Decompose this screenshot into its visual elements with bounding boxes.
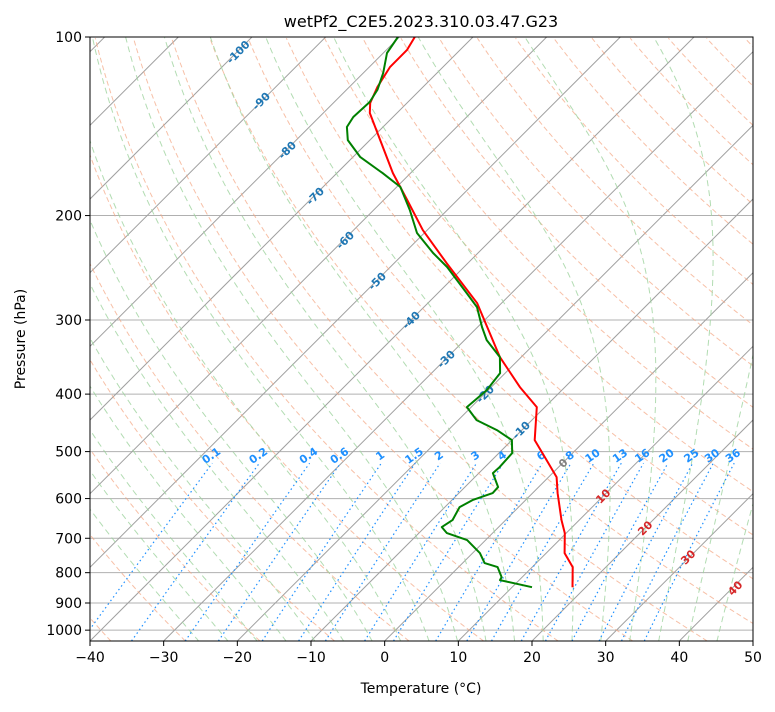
dry-adiabat-line xyxy=(94,38,559,641)
mixing-ratio-line xyxy=(392,462,504,641)
isotherm-line xyxy=(90,37,253,200)
mixing-ratio-line xyxy=(364,462,478,641)
y-tick-label: 1000 xyxy=(46,623,82,639)
dry-adiabat-line xyxy=(90,448,261,641)
y-tick-label: 400 xyxy=(55,387,82,403)
y-tick-label: 700 xyxy=(55,531,82,547)
isotherm-line xyxy=(752,640,753,641)
moist-adiabat-line xyxy=(90,469,229,641)
dry-adiabat-line xyxy=(247,38,753,580)
isotherm-line xyxy=(531,419,753,641)
x-tick-label: −40 xyxy=(75,650,105,666)
dry-adiabat-line xyxy=(90,262,410,641)
x-tick-label: −10 xyxy=(296,650,326,666)
chart-title: wetPf2_C2E5.2023.310.03.47.G23 xyxy=(284,12,558,32)
moist-adiabat-line xyxy=(125,37,458,641)
isotherm-line xyxy=(90,37,400,348)
profile-series xyxy=(345,37,574,589)
dewpoint-profile-line xyxy=(345,37,533,589)
y-tick-label: 100 xyxy=(55,30,82,46)
moist-adiabat-line xyxy=(90,218,373,641)
isotherm-line xyxy=(90,37,695,641)
moist-adiabat-line xyxy=(209,37,516,641)
dry-adiabat-line xyxy=(133,38,633,641)
dry-adiabat-line xyxy=(400,37,753,408)
mixing-ratio-line xyxy=(520,462,622,641)
x-tick-label: −20 xyxy=(223,650,253,666)
plot-background xyxy=(90,37,753,641)
isotherm-line xyxy=(457,345,753,641)
moist-adiabat-line xyxy=(163,37,487,641)
moist-adiabat-line xyxy=(90,139,402,641)
mixing-ratio-line xyxy=(131,462,260,641)
moist-adiabat-line xyxy=(265,37,544,641)
moist-adiabat-line xyxy=(653,37,714,641)
mixing-ratio-line xyxy=(184,462,311,641)
y-tick-label: 200 xyxy=(55,209,82,225)
x-tick-label: 40 xyxy=(670,650,688,666)
dry-adiabat-line xyxy=(553,37,753,245)
y-tick-label: 600 xyxy=(55,492,82,508)
x-tick-label: 50 xyxy=(744,650,762,666)
dry-adiabat-line xyxy=(324,37,753,493)
x-tick-label: 0 xyxy=(380,650,389,666)
isotherm-line xyxy=(384,271,753,641)
isotherm-line xyxy=(90,37,548,495)
y-tick-label: 300 xyxy=(55,313,82,329)
x-tick-label: 10 xyxy=(449,650,467,666)
mixing-ratio-line xyxy=(435,462,543,641)
dry-adiabat-line xyxy=(171,38,708,641)
x-axis-label: Temperature (°C) xyxy=(360,681,482,697)
dry-adiabat-line xyxy=(90,153,484,641)
isotherm-line xyxy=(310,198,753,641)
dry-adiabat-line xyxy=(285,37,753,536)
dry-adiabat-line xyxy=(209,38,753,625)
moist-adiabat-line xyxy=(90,429,258,641)
moist-adiabat-line xyxy=(524,37,657,641)
mixing-ratio-line xyxy=(217,462,341,641)
moist-adiabat-line xyxy=(417,37,611,641)
dry-adiabat-line xyxy=(438,37,753,367)
isotherm-line xyxy=(163,50,753,641)
isotherm-line xyxy=(90,37,474,421)
mixing-ratio-line xyxy=(90,462,213,631)
x-tick-label: −30 xyxy=(149,650,179,666)
mixing-ratio-line xyxy=(544,462,645,641)
isotherm-line xyxy=(236,124,753,641)
isotherm-line xyxy=(90,37,621,569)
plot-frame xyxy=(89,36,754,642)
moist-adiabat-line xyxy=(716,501,753,641)
y-tick-label: 800 xyxy=(55,566,82,582)
moist-adiabat-line xyxy=(91,37,430,641)
y-axis-label: Pressure (hPa) xyxy=(13,289,29,389)
moist-adiabat-line xyxy=(90,282,345,641)
axis-ticks: −40 −30 −20 −10 0 10 20 30 40 50 100 200 300 400 500 60… xyxy=(46,30,762,666)
moist-adiabat-line xyxy=(333,37,574,641)
x-tick-label: 30 xyxy=(597,650,615,666)
dry-adiabat-line xyxy=(362,37,753,450)
dry-adiabat-line xyxy=(90,358,335,641)
background-lines xyxy=(90,37,753,641)
isotherm-line xyxy=(90,37,327,274)
moist-adiabat-line xyxy=(90,508,200,641)
dry-adiabat-line xyxy=(629,37,753,166)
y-tick-label: 900 xyxy=(55,596,82,612)
moist-adiabat-line xyxy=(90,337,316,641)
y-tick-label: 500 xyxy=(55,445,82,461)
moist-adiabat-line xyxy=(687,352,753,641)
isotherm-line xyxy=(605,492,753,641)
x-tick-label: 20 xyxy=(523,650,541,666)
mixing-ratio-line xyxy=(643,462,735,641)
moist-adiabat-line xyxy=(90,385,287,641)
temperature-profile-line xyxy=(368,37,574,588)
